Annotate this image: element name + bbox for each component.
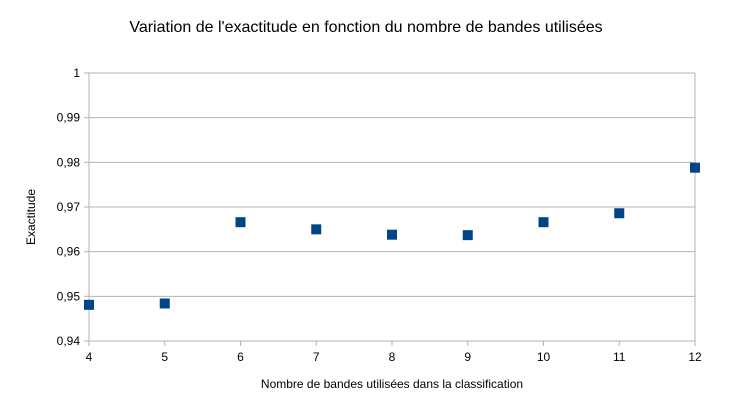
y-tick-label: 0,99 — [57, 111, 81, 125]
y-tick-label: 0,96 — [57, 245, 81, 259]
data-point — [159, 298, 170, 309]
data-points — [84, 162, 700, 310]
x-tick-label: 12 — [688, 350, 702, 364]
y-tick-label: 1 — [73, 66, 80, 80]
x-tick-label: 7 — [313, 350, 320, 364]
data-point — [235, 217, 246, 228]
data-point — [538, 217, 549, 228]
gridlines — [89, 72, 695, 342]
tick-labels: 0,94 0,95 0,96 0,97 0,98 0,99 1 4 5 6 7 8 9 10 11 12 — [57, 66, 702, 364]
data-point — [690, 162, 700, 173]
data-point — [462, 230, 473, 241]
x-tick-label: 11 — [613, 350, 626, 364]
x-tick-label: 10 — [537, 350, 551, 364]
data-point — [614, 208, 625, 219]
y-tick-label: 0,94 — [57, 334, 81, 348]
data-point — [84, 299, 94, 310]
y-tick-label: 0,98 — [57, 155, 81, 169]
data-point — [387, 229, 397, 240]
data-point — [311, 224, 322, 235]
x-tick-label: 4 — [86, 350, 93, 364]
y-tick-label: 0,97 — [57, 200, 81, 214]
axes — [84, 72, 696, 346]
y-tick-label: 0,95 — [57, 289, 81, 303]
chart-title: Variation de l'exactitude en fonction du… — [129, 19, 603, 36]
y-axis-title: Exactitude — [24, 189, 38, 245]
x-tick-label: 5 — [161, 350, 168, 364]
x-tick-label: 6 — [237, 350, 244, 364]
x-axis-title: Nombre de bandes utilisées dans la class… — [261, 377, 523, 391]
x-tick-label: 9 — [464, 350, 471, 364]
x-tick-label: 8 — [389, 350, 396, 364]
